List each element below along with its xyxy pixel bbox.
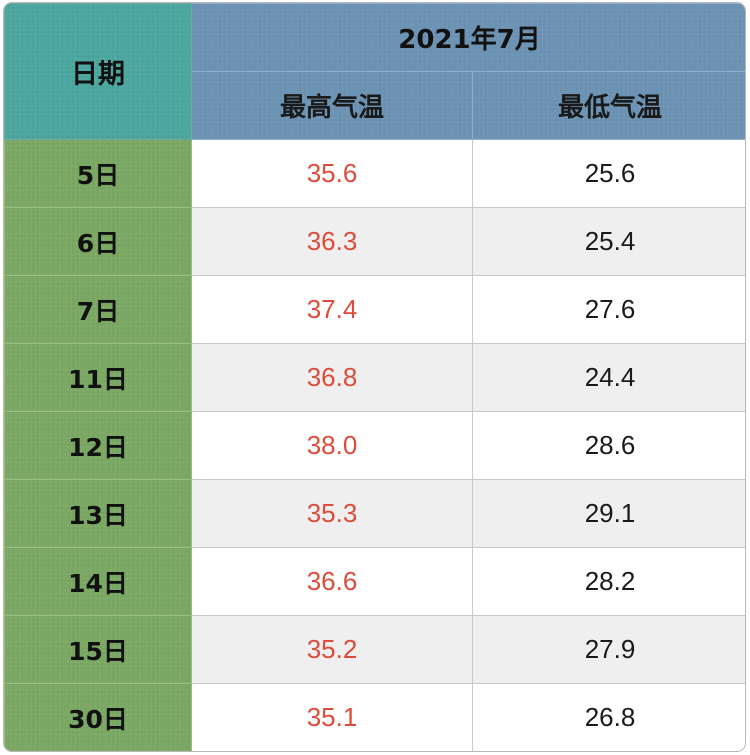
date-cell: 6日 [4,207,192,276]
table-body: 5日 35.6 25.6 6日 36.3 25.4 7日 37.4 27.6 11日 36.8 24.… [4,139,745,751]
high-temp-cell: 36.6 [191,547,473,616]
temperature-table: 日期 2021年7月 最高气温 最低气温 5日 35.6 25.6 6日 36.3 25.… [4,3,745,751]
low-temp-cell: 24.4 [472,343,745,412]
temperature-table-container: 日期 2021年7月 最高气温 最低气温 5日 35.6 25.6 6日 36.3 25.… [3,2,746,752]
table-row: 12日 38.0 28.6 [4,411,745,480]
low-temp-cell: 27.9 [472,615,745,684]
table-row: 14日 36.6 28.2 [4,547,745,616]
date-column-header: 日期 [4,3,192,140]
date-cell: 5日 [4,139,192,208]
date-cell: 11日 [4,343,192,412]
date-cell: 30日 [4,683,192,751]
low-temp-cell: 25.6 [472,139,745,208]
high-temp-cell: 35.3 [191,479,473,548]
low-temp-cell: 28.2 [472,547,745,616]
high-temp-cell: 37.4 [191,275,473,344]
low-temp-cell: 29.1 [472,479,745,548]
high-temp-header: 最高气温 [191,71,473,140]
low-temp-cell: 25.4 [472,207,745,276]
high-temp-cell: 38.0 [191,411,473,480]
table-row: 13日 35.3 29.1 [4,479,745,548]
low-temp-cell: 26.8 [472,683,745,751]
table-row: 30日 35.1 26.8 [4,683,745,751]
table-row: 5日 35.6 25.6 [4,139,745,208]
low-temp-cell: 28.6 [472,411,745,480]
high-temp-cell: 35.2 [191,615,473,684]
date-cell: 7日 [4,275,192,344]
high-temp-cell: 35.1 [191,683,473,751]
low-temp-header: 最低气温 [472,71,745,140]
date-cell: 12日 [4,411,192,480]
high-temp-cell: 35.6 [191,139,473,208]
table-row: 7日 37.4 27.6 [4,275,745,344]
date-cell: 13日 [4,479,192,548]
table-row: 11日 36.8 24.4 [4,343,745,412]
low-temp-cell: 27.6 [472,275,745,344]
table-row: 6日 36.3 25.4 [4,207,745,276]
date-cell: 14日 [4,547,192,616]
month-header: 2021年7月 [191,3,745,72]
table-row: 15日 35.2 27.9 [4,615,745,684]
high-temp-cell: 36.8 [191,343,473,412]
date-cell: 15日 [4,615,192,684]
high-temp-cell: 36.3 [191,207,473,276]
